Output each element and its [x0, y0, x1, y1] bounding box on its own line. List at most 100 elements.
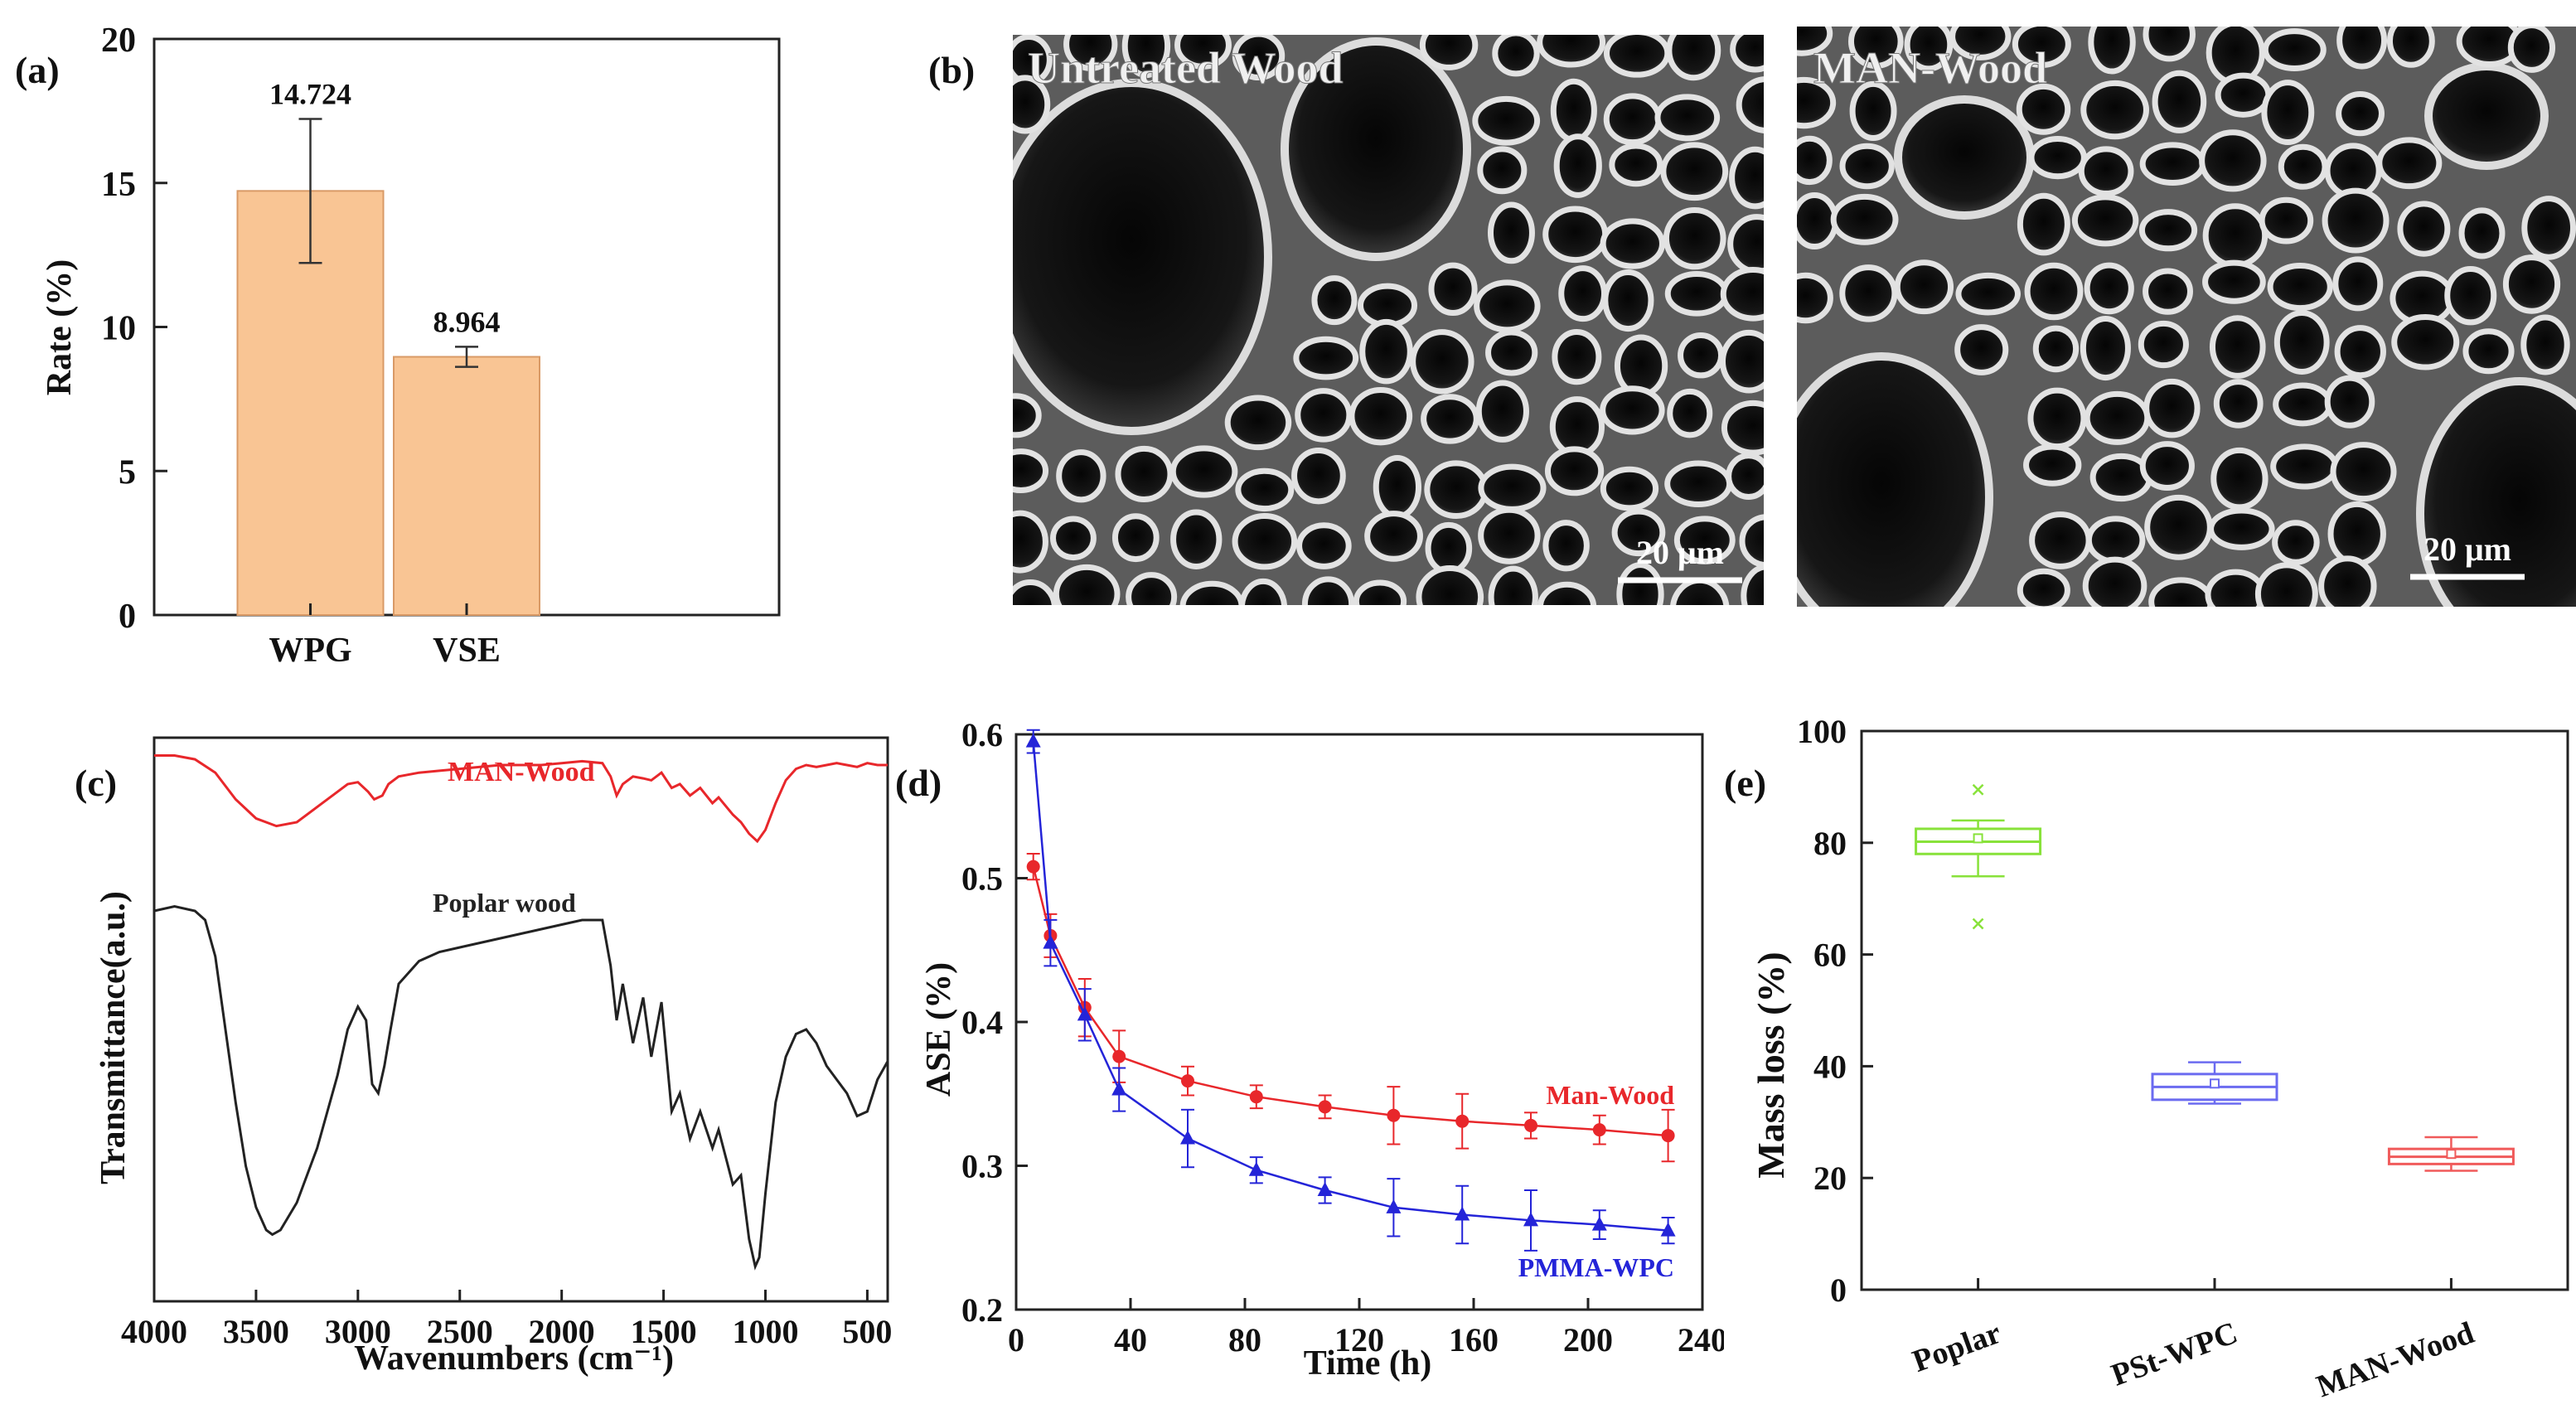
sem-fiber-lumen: [1542, 206, 1609, 264]
panel-d-xlabel: Time (h): [1304, 1344, 1431, 1383]
sem-fiber-lumen: [1614, 334, 1668, 398]
data-point-pmma-wpc: [1660, 1222, 1676, 1237]
sem-fiber-lumen: [1349, 386, 1413, 446]
sem-fiber-lumen: [1174, 35, 1232, 70]
sem-fiber-lumen: [1726, 453, 1764, 501]
panel-a-bar-chart: (a) Rate (%) 0 5 10 15 20 14.724 WPG 8.964 VSE: [15, 22, 781, 670]
sem-fiber-lumen: [1797, 191, 1839, 250]
sem-fiber-lumen: [1487, 201, 1535, 264]
x-tick-label: 3000: [325, 1313, 391, 1350]
sem-fiber-lumen: [1416, 565, 1484, 605]
sem-fiber-lumen: [2261, 80, 2315, 146]
sem-fiber-lumen: [1477, 146, 1528, 195]
sem-fiber-lumen: [2273, 310, 2330, 375]
sem-fiber-lumen: [2336, 27, 2388, 70]
sem-fiber-lumen: [2202, 203, 2269, 269]
sem-fiber-lumen: [1238, 578, 1288, 605]
sem-fiber-lumen: [2138, 320, 2189, 369]
sem-vessel-lumen: [1281, 37, 1471, 261]
sem-fiber-lumen: [1542, 520, 1590, 572]
sem-fiber-lumen: [2017, 568, 2070, 607]
sem-fiber-lumen: [1425, 521, 1473, 575]
sem-fiber-lumen: [1894, 259, 1954, 315]
sem-fiber-lumen: [1424, 460, 1489, 519]
x-tick-label: 160: [1449, 1321, 1499, 1358]
data-point-pmma-wpc: [1043, 934, 1058, 949]
sem-fiber-lumen: [1666, 35, 1721, 81]
y-tick-label: 0.4: [961, 1004, 1003, 1041]
x-tick-label: 40: [1114, 1321, 1147, 1358]
panel-e-plot-frame: [1860, 729, 2569, 1291]
panel-c-plot-frame: [153, 736, 889, 1303]
sem-fiber-lumen: [1739, 514, 1764, 569]
sem-scale-label-right: 20 μm: [2423, 530, 2511, 568]
sem-fiber-lumen: [1013, 75, 1051, 134]
data-point-pmma-wpc: [1111, 1081, 1127, 1096]
sem-fiber-lumen: [1847, 27, 1904, 70]
data-point-man-wood: [1387, 1108, 1401, 1122]
sem-fiber-lumen: [1488, 565, 1538, 605]
panel-d-ase-chart: (d) ASE (%) Time (h) 0 40 80 120 160 200 240 0.…: [895, 716, 1724, 1383]
sem-fiber-lumen: [2270, 443, 2339, 490]
sem-fiber-lumen: [2327, 501, 2386, 567]
sem-fiber-lumen: [1232, 35, 1286, 81]
sem-fiber-lumen: [1673, 516, 1736, 564]
series-label-pmma-wpc: PMMA-WPC: [1518, 1252, 1674, 1282]
sem-title-untreated-wood: Untreated Wood: [1028, 43, 1344, 93]
panel-c-ftir-chart: (c) Transmittance(a.u.) Wavenumbers (cm⁻…: [75, 736, 892, 1378]
sem-fiber-lumen: [2029, 511, 2092, 569]
sem-fiber-lumen: [1558, 265, 1608, 322]
y-tick-label: 40: [1813, 1048, 1847, 1085]
sem-fiber-lumen: [2088, 27, 2136, 75]
sem-fiber-lumen: [2254, 562, 2318, 607]
data-point-pmma-wpc: [1248, 1161, 1264, 1176]
sem-fiber-lumen: [1600, 466, 1659, 511]
sem-fiber-lumen: [1839, 264, 1898, 322]
sem-fiber-lumen: [1904, 27, 1954, 72]
sem-fiber-lumen: [2078, 146, 2134, 196]
sem-fiber-lumen: [1611, 508, 1666, 557]
sem-fiber-lumen: [2199, 129, 2267, 192]
sem-fiber-lumen: [1359, 318, 1413, 385]
sem-fiber-lumen: [1475, 380, 1529, 443]
sem-fiber-lumen: [1949, 27, 2012, 61]
sem-fiber-lumen: [1115, 445, 1174, 503]
sem-fiber-lumen: [2259, 196, 2314, 245]
sem-fiber-lumen: [1224, 395, 1292, 451]
data-point-man-wood: [1524, 1118, 1537, 1132]
data-point-pmma-wpc: [1077, 1006, 1092, 1021]
sem-scale-label-left: 20 μm: [1636, 534, 1724, 571]
sem-fiber-lumen: [2016, 83, 2071, 135]
data-point-man-wood: [1455, 1114, 1470, 1128]
sem-fiber-lumen: [1311, 275, 1358, 326]
sem-fiber-lumen: [2458, 207, 2506, 259]
sem-fiber-lumen: [2330, 442, 2397, 502]
panel-b-label: (b): [928, 49, 975, 91]
y-tick-label: 0: [119, 598, 136, 636]
sem-fiber-lumen: [2521, 196, 2576, 260]
sem-fiber-lumen: [2210, 447, 2269, 511]
sem-fiber-lumen: [2139, 142, 2206, 186]
box-outlier: [1972, 783, 1984, 796]
y-tick-label: 20: [101, 22, 136, 60]
panel-d-ylabel: ASE (%): [920, 962, 958, 1097]
panel-e-ylabel: Mass loss (%): [1750, 952, 1792, 1178]
x-tick-label: 0: [1008, 1321, 1024, 1358]
x-tick-label: Poplar: [1908, 1315, 2006, 1379]
sem-fiber-lumen: [1301, 576, 1355, 605]
sem-fiber-lumen: [1849, 80, 1897, 141]
sem-fiber-lumen: [1353, 579, 1407, 605]
panel-b-sem-images: (b) Untreated Wood 20 μm MAN-Wood 20 μm: [928, 27, 2576, 607]
x-tick-label: PSt-WPC: [2107, 1315, 2242, 1393]
sem-fiber-lumen: [2027, 387, 2087, 450]
sem-fiber-lumen: [2520, 314, 2570, 375]
sem-fiber-lumen: [2502, 254, 2561, 314]
sem-fiber-lumen: [1730, 35, 1764, 73]
sem-fiber-lumen: [2322, 187, 2390, 254]
sem-fiber-lumen: [1839, 143, 1895, 190]
x-tick-label: 200: [1563, 1321, 1613, 1358]
sem-fiber-lumen: [2032, 325, 2080, 373]
sem-fiber-lumen: [2082, 556, 2147, 607]
sem-fiber-lumen: [1603, 93, 1662, 146]
sem-fiber-lumen: [1419, 35, 1479, 70]
